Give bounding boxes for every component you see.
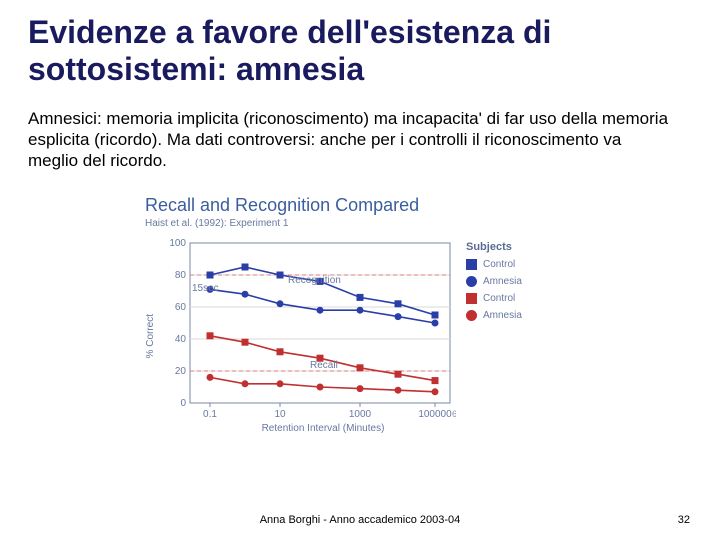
svg-text:Recall: Recall [310,360,338,371]
legend-label: Amnesia [483,310,522,321]
slide-footer: Anna Borghi - Anno accademico 2003-04 32 [0,514,720,526]
figure-subtitle: Haist et al. (1992): Experiment 1 [145,218,575,229]
svg-text:20: 20 [175,366,187,377]
chart-wrapper: % Correct 0 20 40 60 80 100 0.1 10 1000 100000 15s… [145,237,575,434]
svg-text:0.1: 0.1 [203,409,217,420]
x-axis-label: Retention Interval (Minutes) [190,423,456,434]
svg-text:80: 80 [175,270,187,281]
slide-title: Evidenze a favore dell'esistenza di sott… [0,0,720,94]
svg-text:1000: 1000 [349,409,372,420]
legend-label: Amnesia [483,276,522,287]
svg-text:100000: 100000 [418,409,452,420]
legend-swatch-icon [466,310,477,321]
legend-item: Amnesia [466,276,522,287]
y-axis-label: % Correct [145,314,156,358]
legend-item: Amnesia [466,310,522,321]
legend-swatch-icon [466,276,477,287]
legend-label: Control [483,259,515,270]
chart-svg: 0 20 40 60 80 100 0.1 10 1000 100000 15sec Recognit… [160,237,456,421]
legend-item: Control [466,293,522,304]
svg-text:Recognition: Recognition [288,275,341,286]
legend-item: Control [466,259,522,270]
legend-title: Subjects [466,241,522,253]
svg-text:6: 6 [452,409,456,419]
legend-label: Control [483,293,515,304]
footer-page-number: 32 [678,514,690,526]
svg-text:0: 0 [180,398,186,409]
figure-title: Recall and Recognition Compared [145,195,575,216]
svg-text:10: 10 [274,409,286,420]
legend-swatch-icon [466,259,477,270]
svg-text:40: 40 [175,334,187,345]
legend: Subjects Control Amnesia Control Amnesia [466,241,522,327]
svg-text:15sec: 15sec [192,283,219,294]
footer-center-text: Anna Borghi - Anno accademico 2003-04 [260,514,461,526]
slide-body-text: Amnesici: memoria implicita (riconoscime… [0,94,720,172]
legend-swatch-icon [466,293,477,304]
svg-text:100: 100 [169,238,186,249]
figure-container: Recall and Recognition Compared Haist et… [145,195,575,434]
svg-text:60: 60 [175,302,187,313]
